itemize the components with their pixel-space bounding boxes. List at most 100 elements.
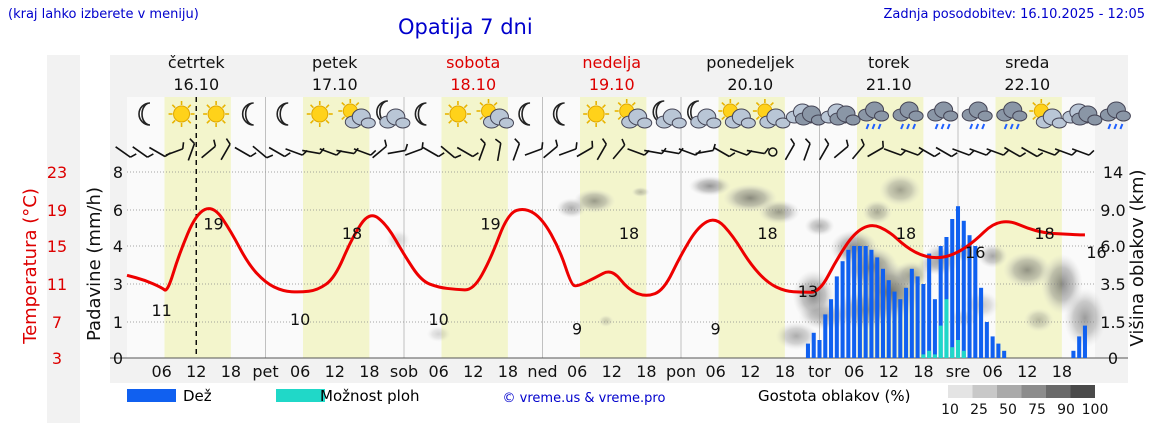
cloud-blob (758, 200, 801, 224)
daylight-band (718, 97, 785, 358)
wind-barb (818, 138, 830, 161)
location-hint[interactable]: (kraj lahko izberete v meniju) (8, 7, 199, 22)
wind-barb (512, 138, 521, 161)
sun-icon (444, 101, 471, 127)
wind-barb (456, 146, 479, 158)
rain-cloud-icon (858, 101, 890, 130)
x-tick-label: 12 (463, 362, 483, 381)
x-tick-label: 18 (775, 362, 795, 381)
rain-bar (863, 246, 868, 358)
cloud-icon (1062, 103, 1103, 126)
day-date: 18.10 (450, 75, 496, 94)
rain-bar (886, 280, 891, 358)
sky-icons-row (138, 99, 1131, 130)
moon-icon (518, 102, 531, 126)
x-tick-label: 12 (740, 362, 760, 381)
cloud-blob (631, 187, 650, 197)
x-tick-label: 06 (428, 362, 448, 381)
x-tick-label: 06 (705, 362, 725, 381)
wind-barb (494, 138, 502, 162)
x-tick-label: ned (527, 362, 557, 381)
rain-bar (927, 253, 932, 358)
precipitation-tick: 0 (113, 349, 123, 368)
storm-bar (961, 350, 966, 358)
sun-icon (583, 101, 610, 127)
legend: Dež Možnost ploh © vreme.us & vreme.pro Gos… (127, 385, 1108, 418)
x-tick-label: 12 (325, 362, 345, 381)
x-tick-label: 12 (1017, 362, 1037, 381)
cloud-blob (426, 326, 451, 342)
x-tick-label: pet (252, 362, 278, 381)
temperature-tick: 7 (52, 313, 62, 332)
storm-bar (932, 354, 937, 358)
temperature-label: 18 (896, 224, 916, 243)
wind-barb (833, 139, 849, 159)
wind-barb (252, 145, 274, 159)
sun-cloud-icon (476, 99, 514, 129)
day-name: četrtek (168, 53, 226, 72)
sun-cloud-icon (752, 99, 791, 129)
cloud-density-step: 75 (1028, 402, 1046, 418)
cloud-height-axis-title: Višina oblakov (km) (1127, 169, 1148, 346)
temperature-label: 10 (428, 310, 448, 329)
cloud-density-swatch (948, 385, 973, 398)
wind-barb (1071, 148, 1095, 156)
cloud-height-tick: 6.0 (1100, 237, 1125, 256)
rain-bar (950, 219, 955, 358)
rain-bar (915, 276, 920, 358)
last-updated: Zadnja posodobitev: 16.10.2025 - 12:05 (883, 7, 1145, 22)
wind-barb (661, 147, 684, 155)
cloud-blob (977, 244, 1008, 268)
temperature-label: 9 (572, 320, 582, 339)
wind-barb (422, 146, 445, 158)
wind-barb (132, 146, 154, 158)
legend-storm-swatch (276, 389, 325, 402)
temperature-line (126, 207, 1085, 297)
rain-bar (961, 220, 966, 358)
cloud-density-step: 100 (1082, 402, 1109, 418)
wind-barb (387, 143, 409, 155)
temperature-label: 18 (342, 224, 362, 243)
x-tick-label: tor (808, 362, 831, 381)
wind-barb (543, 139, 559, 159)
wind-barb (478, 138, 486, 161)
rain-bar (932, 299, 937, 358)
wind-barb (803, 138, 811, 161)
wind-barb (784, 138, 796, 161)
cloud-density-step: 25 (970, 402, 988, 418)
rain-bar (967, 235, 972, 358)
wind-barb (596, 138, 607, 161)
daylight-band (580, 97, 647, 358)
temperature-tick: 23 (47, 163, 67, 182)
rain-bar (875, 257, 880, 358)
legend-storm-label: Možnost ploh (320, 387, 420, 405)
cloud-blob (1023, 308, 1054, 332)
x-tick-label: sob (390, 362, 418, 381)
temperature-tick: 11 (47, 275, 67, 294)
rain-bar (955, 206, 961, 358)
wind-barb (918, 146, 941, 158)
temperature-label: 18 (1034, 224, 1054, 243)
cloud-blob (688, 176, 731, 196)
wind-barb (612, 138, 626, 160)
x-tick-label: 06 (151, 362, 171, 381)
wind-barb (187, 138, 196, 161)
temperature-label: 19 (480, 215, 500, 234)
rain-cloud-icon (996, 101, 1028, 130)
temperature-tick: 3 (52, 349, 62, 368)
day-date: 17.10 (312, 75, 358, 94)
temperature-label: 18 (757, 224, 777, 243)
storm-bar (938, 325, 943, 358)
rain-bar (990, 336, 995, 358)
wind-barb (268, 146, 291, 158)
day-date: 16.10 (173, 75, 219, 94)
precipitation-tick: 8 (113, 163, 123, 182)
temperature-label: 11 (151, 301, 171, 320)
temperature-label: 18 (619, 224, 639, 243)
rain-bar (904, 287, 909, 358)
legend-rain-label: Dež (183, 387, 212, 405)
wind-barb (353, 148, 377, 156)
x-tick-label: 12 (602, 362, 622, 381)
storm-bar (955, 340, 961, 358)
